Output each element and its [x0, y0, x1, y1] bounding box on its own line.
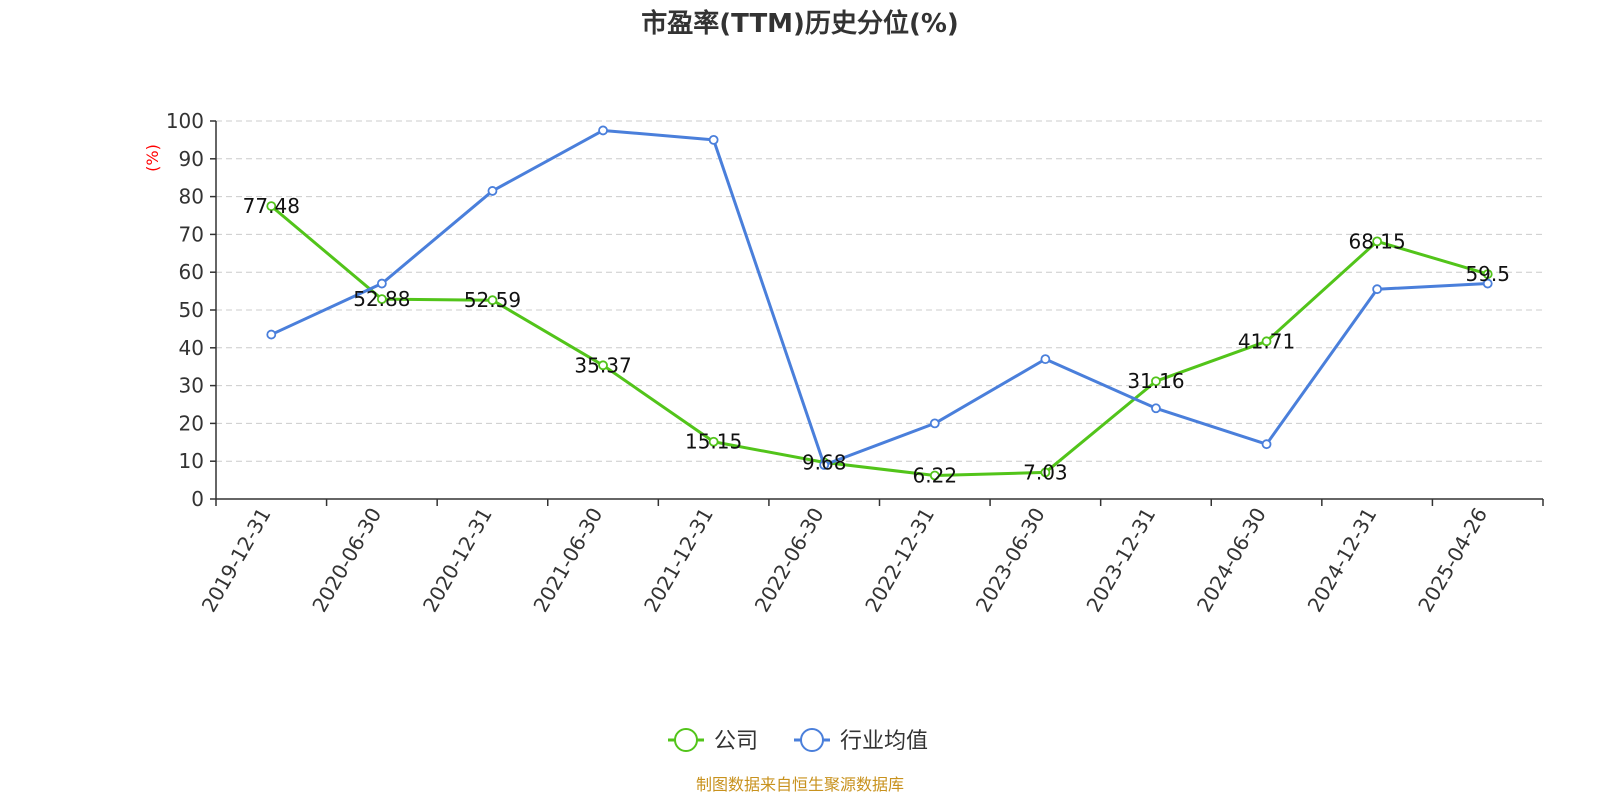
- series-1-point[interactable]: [598, 125, 608, 136]
- data-label: 52.59: [464, 288, 521, 312]
- series-1-point[interactable]: [819, 460, 830, 470]
- y-tick-labels: 0 10 20 30 40 50 60 70 80 90 100: [166, 109, 204, 511]
- series-1-point[interactable]: [1372, 284, 1383, 295]
- y-tick-label: 20: [179, 411, 204, 435]
- x-tick-label: 2025-04-26: [1413, 504, 1492, 617]
- data-label: 41.71: [1238, 329, 1295, 353]
- x-tick-label: 2020-12-31: [418, 504, 497, 617]
- series-1-point[interactable]: [376, 278, 387, 289]
- x-tick-label: 2020-06-30: [307, 504, 386, 617]
- series-0-point[interactable]: [1261, 336, 1272, 347]
- data-label: 77.48: [243, 194, 300, 218]
- series-1-point[interactable]: [266, 329, 277, 340]
- legend-label: 行业均值: [840, 729, 928, 754]
- x-tick-label: 2023-12-31: [1081, 504, 1160, 617]
- y-tick-label: 80: [179, 185, 204, 209]
- data-label: 15.15: [685, 430, 742, 454]
- legend-swatch-marker: [674, 728, 698, 752]
- x-tick-label: 2021-06-30: [528, 504, 607, 617]
- axes: [210, 120, 1544, 506]
- series-0-point[interactable]: [598, 360, 608, 371]
- series-0-point[interactable]: [708, 436, 719, 447]
- series-0-point[interactable]: [1372, 236, 1383, 247]
- series-layer: [266, 125, 1493, 481]
- y-axis-label: (%): [143, 144, 162, 172]
- series-0-point[interactable]: [929, 470, 940, 481]
- y-tick-label: 100: [166, 109, 204, 133]
- data-label: 59.5: [1465, 262, 1510, 286]
- series-1-point[interactable]: [929, 418, 940, 429]
- legend-label: 公司: [714, 729, 758, 754]
- data-label: 31.16: [1127, 369, 1184, 393]
- legend-item-1[interactable]: 行业均值: [794, 728, 928, 754]
- source-note: 制图数据来自恒生聚源数据库: [696, 775, 904, 794]
- series-line-1: [270, 128, 1488, 467]
- y-tick-label: 90: [179, 147, 204, 171]
- x-tick-label: 2023-06-30: [971, 504, 1050, 617]
- series-line-0: [270, 204, 1489, 477]
- y-tick-label: 40: [179, 336, 204, 360]
- series-1-point[interactable]: [1482, 278, 1493, 289]
- legend-item-0[interactable]: 公司: [668, 728, 758, 754]
- x-tick-label: 2024-06-30: [1192, 504, 1271, 617]
- grid-lines: [216, 120, 1543, 462]
- data-labels: 77.48 52.88 52.59 35.37 15.15 9.68 6.22 7.03 31.…: [243, 194, 1510, 487]
- y-tick-label: 60: [179, 260, 204, 284]
- series-1-point[interactable]: [487, 186, 498, 196]
- y-tick-label: 70: [179, 222, 204, 246]
- series-1-point[interactable]: [1261, 439, 1272, 450]
- series-0-point[interactable]: [1151, 376, 1161, 387]
- series-0-point[interactable]: [376, 294, 387, 305]
- x-tick-label: 2021-12-31: [639, 504, 718, 617]
- series-0-point[interactable]: [487, 295, 498, 306]
- data-label: 7.03: [1023, 460, 1068, 484]
- x-tick-label: 2022-12-31: [860, 504, 939, 617]
- x-tick-label: 2022-06-30: [750, 504, 829, 617]
- series-1-point[interactable]: [1151, 403, 1161, 414]
- x-tick-label: 2019-12-31: [197, 504, 276, 617]
- series-0-point[interactable]: [1040, 467, 1051, 478]
- legend[interactable]: 公司 行业均值: [668, 728, 928, 754]
- series-0-point[interactable]: [1482, 269, 1493, 279]
- data-label: 68.15: [1348, 229, 1405, 253]
- x-tick-label: 2024-12-31: [1303, 504, 1382, 617]
- series-1-point[interactable]: [1040, 354, 1051, 365]
- data-label: 35.37: [574, 353, 631, 377]
- data-label: 52.88: [353, 287, 410, 311]
- series-0-point[interactable]: [266, 201, 277, 212]
- series-1-point[interactable]: [708, 134, 719, 145]
- chart-title: 市盈率(TTM)历史分位(%): [641, 8, 959, 39]
- y-tick-label: 30: [179, 374, 204, 398]
- legend-swatch-marker: [800, 728, 824, 752]
- y-tick-label: 50: [179, 298, 204, 322]
- y-tick-label: 0: [191, 487, 204, 511]
- y-tick-label: 10: [179, 449, 204, 473]
- data-label: 9.68: [802, 450, 847, 474]
- x-tick-labels: 2019-12-31 2020-06-30 2020-12-31 2021-06-30…: [197, 504, 1492, 617]
- data-label: 6.22: [913, 463, 958, 487]
